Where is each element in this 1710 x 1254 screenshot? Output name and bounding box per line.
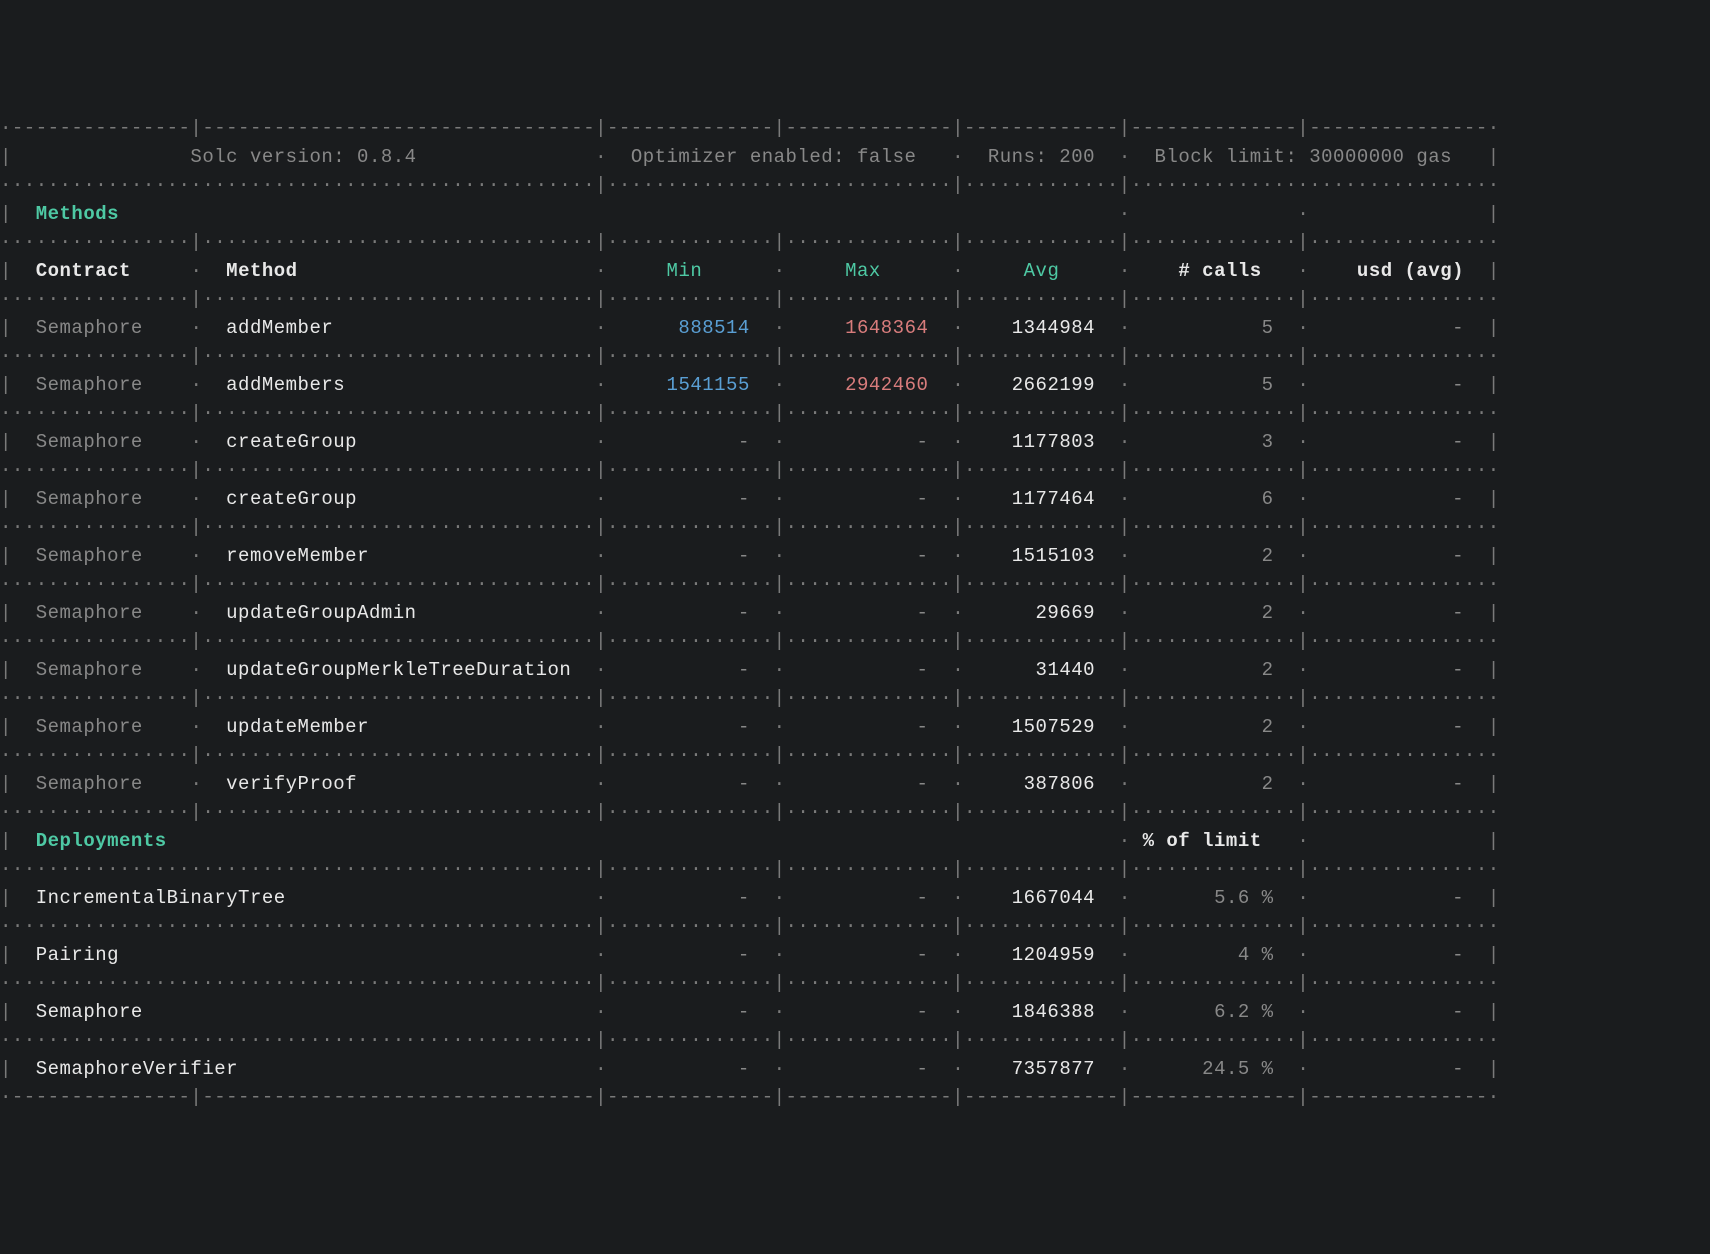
table-row: | Semaphore · createGroup · - · - · 1177… — [0, 428, 1710, 457]
table-row: | Solc version: 0.8.4 · Optimizer enable… — [0, 143, 1710, 172]
table-row: ········································… — [0, 855, 1710, 884]
table-row: ················|·······················… — [0, 399, 1710, 428]
table-row: | Semaphore · updateGroupAdmin · - · - ·… — [0, 599, 1710, 628]
table-row: | Pairing · - · - · 1204959 · 4 % · - | — [0, 941, 1710, 970]
table-row: | Semaphore · updateGroupMerkleTreeDurat… — [0, 656, 1710, 685]
table-row: ················|·······················… — [0, 228, 1710, 257]
table-row: ········································… — [0, 1026, 1710, 1055]
table-row: | Semaphore · verifyProof · - · - · 3878… — [0, 770, 1710, 799]
table-row: ········································… — [0, 171, 1710, 200]
table-row: | Semaphore · removeMember · - · - · 151… — [0, 542, 1710, 571]
table-row: ·---------------|-----------------------… — [0, 1083, 1710, 1112]
table-row: | SemaphoreVerifier · - · - · 7357877 · … — [0, 1055, 1710, 1084]
table-row: | Methods · · | — [0, 200, 1710, 229]
table-row: ················|·······················… — [0, 570, 1710, 599]
table-row: | Semaphore · addMembers · 1541155 · 294… — [0, 371, 1710, 400]
table-row: ················|·······················… — [0, 513, 1710, 542]
table-row: ········································… — [0, 912, 1710, 941]
table-row: | Contract · Method · Min · Max · Avg · … — [0, 257, 1710, 286]
table-row: | IncrementalBinaryTree · - · - · 166704… — [0, 884, 1710, 913]
table-row: ················|·······················… — [0, 285, 1710, 314]
table-row: ·---------------|-----------------------… — [0, 114, 1710, 143]
table-row: ················|·······················… — [0, 798, 1710, 827]
table-row: ········································… — [0, 969, 1710, 998]
table-row: ················|·······················… — [0, 342, 1710, 371]
gas-report-table: ·---------------|-----------------------… — [0, 114, 1710, 1112]
table-row: | Semaphore · createGroup · - · - · 1177… — [0, 485, 1710, 514]
table-row: ················|·······················… — [0, 627, 1710, 656]
table-row: ················|·······················… — [0, 456, 1710, 485]
table-row: | Semaphore · addMember · 888514 · 16483… — [0, 314, 1710, 343]
table-row: | Deployments · % of limit · | — [0, 827, 1710, 856]
table-row: ················|·······················… — [0, 741, 1710, 770]
table-row: ················|·······················… — [0, 684, 1710, 713]
table-row: | Semaphore · - · - · 1846388 · 6.2 % · … — [0, 998, 1710, 1027]
table-row: | Semaphore · updateMember · - · - · 150… — [0, 713, 1710, 742]
